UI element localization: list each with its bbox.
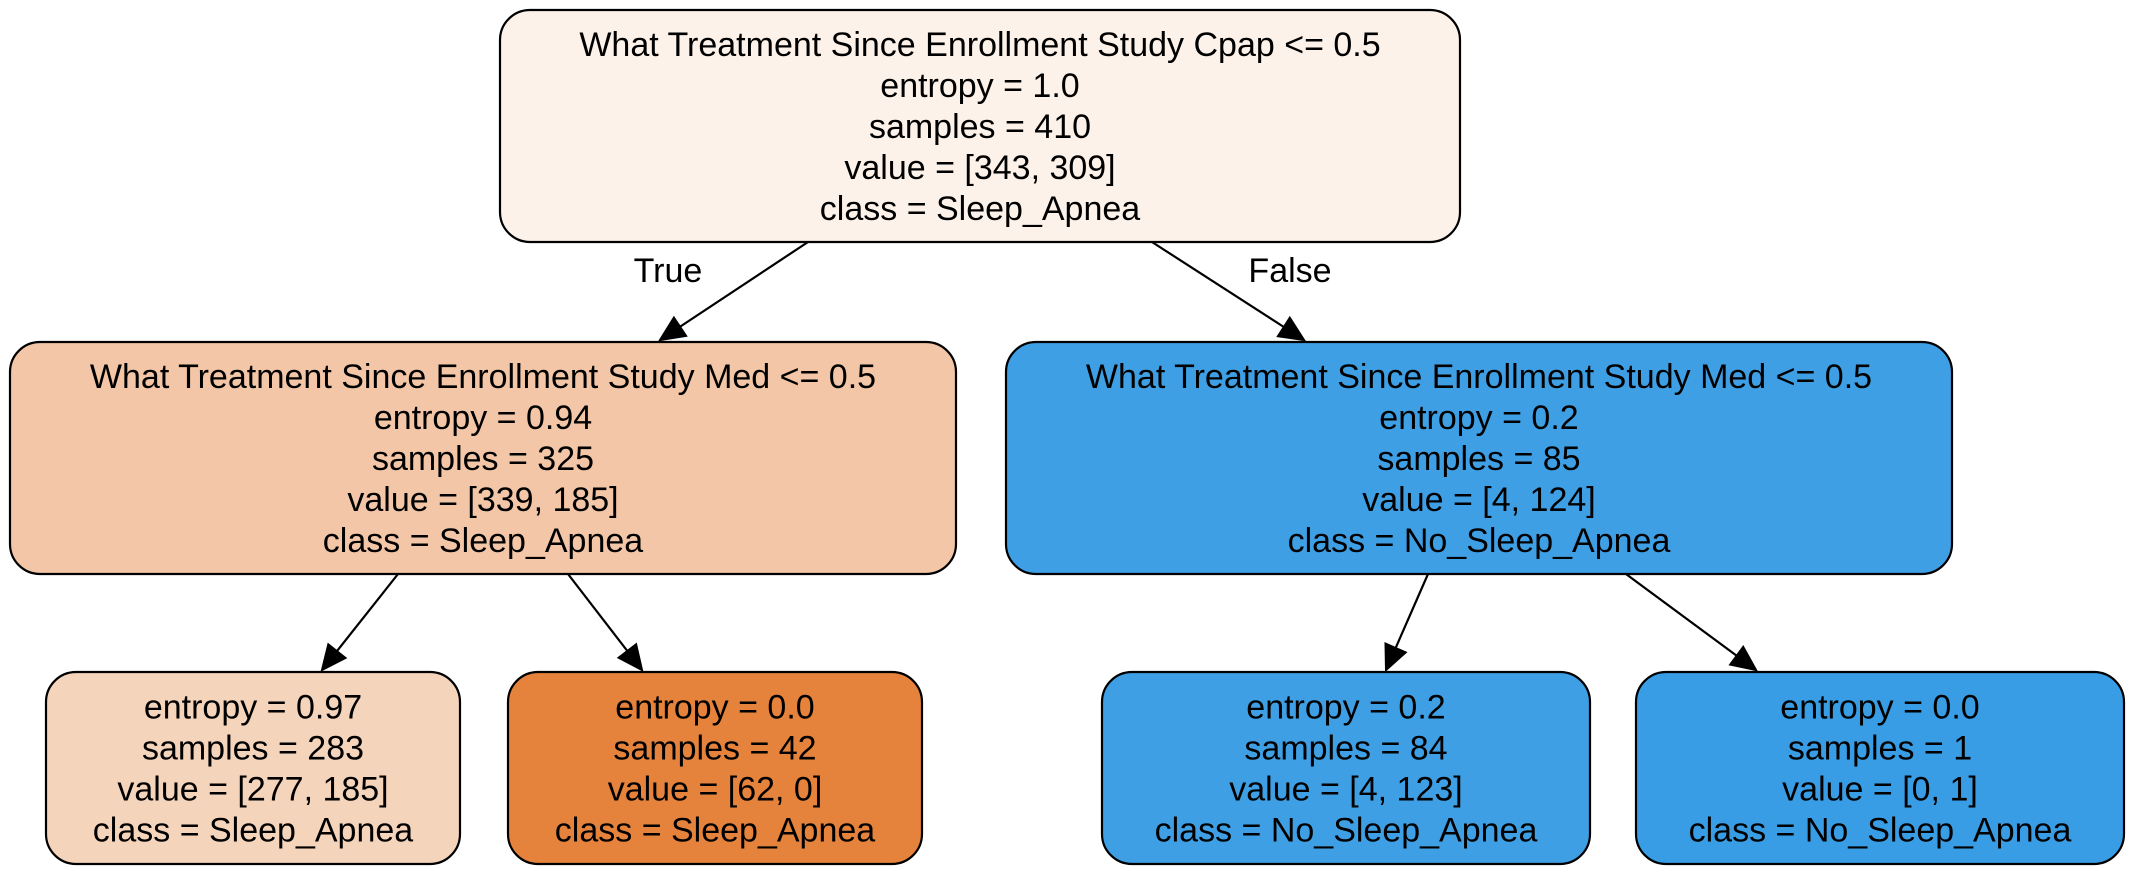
node-text-line: class = No_Sleep_Apnea [1155,812,1538,850]
node-text-line: value = [339, 185] [347,481,618,519]
node-text-line: samples = 325 [372,440,594,478]
node-text-line: entropy = 0.2 [1246,689,1445,727]
edge-line [1625,573,1738,657]
tree-edge [1625,573,1758,672]
tree-node: What Treatment Since Enrollment Study Me… [8,340,958,576]
node-text-line: class = Sleep_Apnea [93,812,413,850]
node-text-line: entropy = 0.0 [615,689,814,727]
node-text-line: value = [62, 0] [608,771,823,809]
tree-node: What Treatment Since Enrollment Study Cp… [498,8,1462,244]
arrowhead-icon [616,642,644,672]
node-text-line: samples = 42 [613,730,816,768]
node-text-line: entropy = 0.94 [374,399,592,437]
node-text-line: What Treatment Since Enrollment Study Me… [1086,358,1872,396]
node-box [1100,670,1592,866]
arrowhead-icon [1384,642,1408,673]
tree-edge [320,573,399,672]
tree-node: What Treatment Since Enrollment Study Me… [1004,340,1954,576]
edge-line [336,573,399,652]
node-text-line: value = [343, 309] [844,149,1115,187]
node-box [44,670,462,866]
edge-line [1394,573,1430,649]
node-text-line: What Treatment Since Enrollment Study Cp… [579,26,1380,64]
tree-edge: True [634,241,809,342]
node-text-line: value = [277, 185] [117,771,388,809]
node-text-line: class = Sleep_Apnea [820,190,1140,228]
arrowhead-icon [320,642,348,672]
node-text-line: samples = 85 [1377,440,1580,478]
node-text-line: class = Sleep_Apnea [555,812,875,850]
node-box [8,340,958,576]
edge-line [567,573,629,652]
node-text-line: What Treatment Since Enrollment Study Me… [90,358,876,396]
node-box [498,8,1462,244]
node-text-line: entropy = 1.0 [880,67,1079,105]
edge-label: True [634,252,703,290]
node-box [1004,340,1954,576]
node-box [1634,670,2126,866]
node-text-line: samples = 283 [142,730,364,768]
node-text-line: value = [0, 1] [1782,771,1978,809]
node-text-line: entropy = 0.97 [144,689,362,727]
node-text-line: value = [4, 124] [1362,481,1595,519]
node-text-line: class = No_Sleep_Apnea [1288,522,1671,560]
edge-line [1151,241,1285,328]
edge-label: False [1248,252,1331,290]
node-text-line: samples = 1 [1788,730,1972,768]
node-text-line: class = No_Sleep_Apnea [1689,812,2072,850]
node-text-line: class = Sleep_Apnea [323,522,643,560]
node-text-line: entropy = 0.2 [1379,399,1578,437]
tree-edge [1384,573,1430,673]
node-text-line: entropy = 0.0 [1780,689,1979,727]
node-text-line: samples = 410 [869,108,1091,146]
edges-layer: True False [320,241,1758,673]
arrowhead-icon [1276,315,1307,342]
node-text-line: samples = 84 [1244,730,1447,768]
edge-line [679,241,809,328]
arrowhead-icon [1728,645,1758,672]
node-text-line: value = [4, 123] [1229,771,1462,809]
node-box [506,670,924,866]
arrowhead-icon [658,315,688,342]
tree-edge [567,573,644,672]
nodes-layer: What Treatment Since Enrollment Study Cp… [8,8,2126,866]
tree-edge: False [1151,241,1332,342]
